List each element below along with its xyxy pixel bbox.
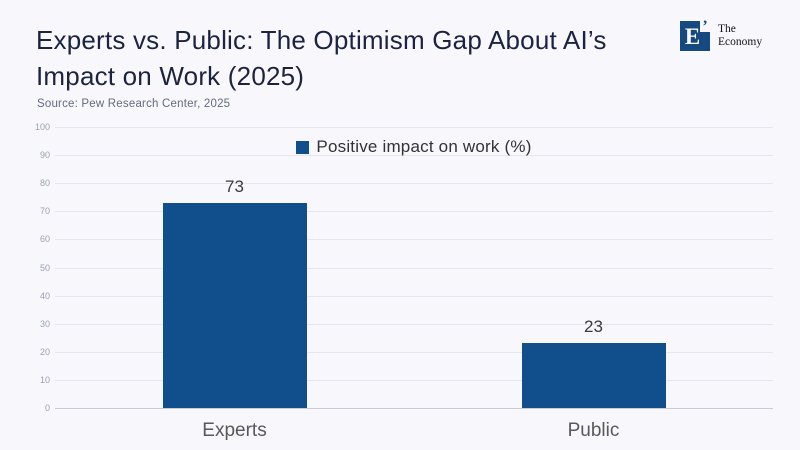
y-axis-tick-20: 20	[39, 347, 50, 357]
y-axis-tick-50: 50	[39, 263, 50, 273]
value-label-public: 23	[584, 317, 603, 337]
gridline-90	[55, 155, 773, 156]
gridline-80	[55, 183, 773, 184]
y-axis-tick-10: 10	[39, 375, 50, 385]
y-axis-tick-0: 0	[44, 403, 50, 413]
legend-swatch-icon	[296, 140, 310, 154]
y-axis-tick-70: 70	[39, 206, 50, 216]
gridline-60	[55, 239, 773, 240]
gridline-10	[55, 380, 773, 381]
y-axis-tick-100: 100	[34, 122, 50, 132]
legend-label: Positive impact on work (%)	[316, 137, 532, 156]
gridline-40	[55, 296, 773, 297]
gridline-0	[55, 408, 773, 409]
page-title: Experts vs. Public: The Optimism Gap Abo…	[36, 25, 607, 91]
gridline-50	[55, 268, 773, 269]
logo-wordmark: The Economy	[718, 21, 762, 51]
x-axis-label-experts: Experts	[202, 420, 267, 441]
y-axis-tick-30: 30	[39, 319, 50, 329]
logo-apostrophe-icon: ’	[700, 19, 710, 35]
bar-experts	[162, 202, 307, 408]
brand-logo: E ’ The Economy	[680, 19, 762, 51]
logo-mark: E ’	[680, 19, 710, 51]
y-axis-tick-60: 60	[39, 234, 50, 244]
y-axis-tick-80: 80	[39, 178, 50, 188]
y-axis-tick-90: 90	[39, 150, 50, 160]
y-axis-tick-40: 40	[39, 291, 50, 301]
x-axis-label-public: Public	[567, 420, 620, 441]
value-label-experts: 73	[225, 176, 244, 196]
logo-wordmark-line2: Economy	[718, 36, 763, 48]
gridline-20	[55, 352, 773, 353]
logo-wordmark-line1: The	[718, 23, 736, 35]
gridline-30	[55, 324, 773, 325]
source-note: Source: Pew Research Center, 2025	[37, 98, 231, 110]
gridline-100	[55, 127, 773, 128]
gridline-70	[55, 211, 773, 212]
logo-letter: E	[684, 23, 701, 49]
chart-legend: Positive impact on work (%)	[55, 137, 773, 157]
bar-public	[521, 343, 666, 408]
